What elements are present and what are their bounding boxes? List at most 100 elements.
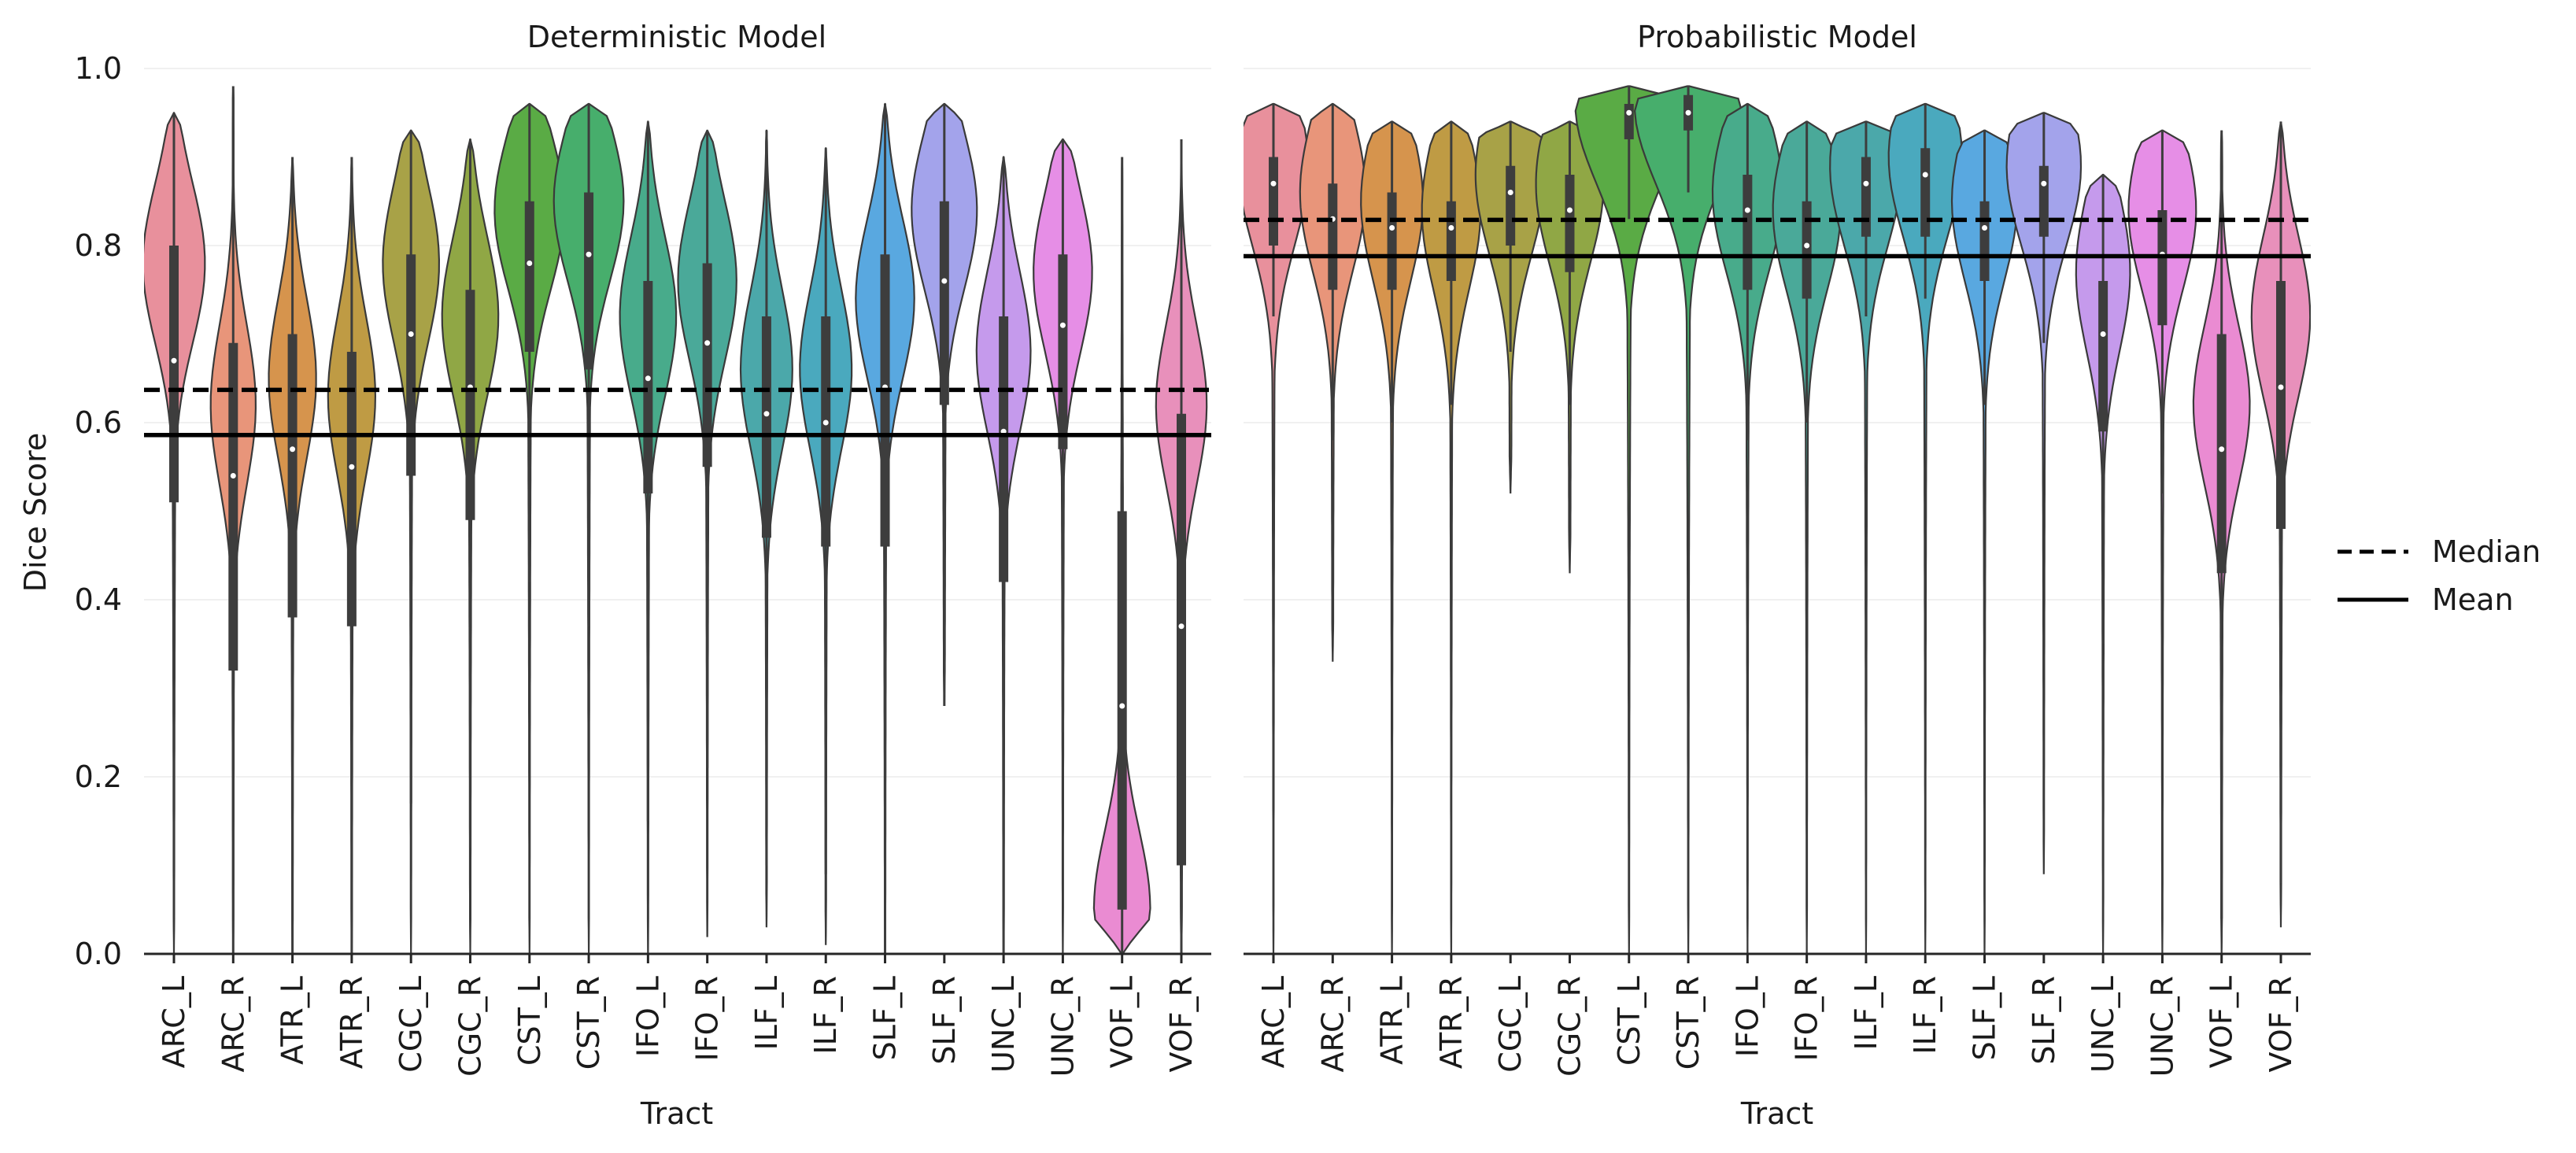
iqr-box-cst-l xyxy=(1624,104,1634,139)
median-dot-vof-r xyxy=(1178,623,1185,630)
median-dot-arc-r xyxy=(230,473,236,479)
median-dot-ilf-l xyxy=(763,411,770,417)
x-tick-label-vof-l: VOF_L xyxy=(1105,976,1140,1068)
x-tick-label-ifo-l: IFO_L xyxy=(1730,976,1765,1057)
median-dot-atr-l xyxy=(290,446,296,453)
x-tick-label-arc-r: ARC_R xyxy=(216,976,250,1072)
x-tick-label-ilf-r: ILF_R xyxy=(1908,976,1942,1055)
legend: Median Mean xyxy=(2338,534,2541,617)
x-tick-label-cgc-r: CGC_R xyxy=(1552,976,1587,1077)
x-tick-label-slf-l: SLF_L xyxy=(868,976,903,1060)
median-dot-slf-l xyxy=(1982,225,1988,231)
boxes-deterministic xyxy=(169,86,1186,954)
violin-slf-l xyxy=(1950,129,2019,955)
median-dot-ifo-l xyxy=(1744,207,1750,213)
iqr-box-cgc-r xyxy=(1565,175,1575,272)
x-tick-label-unc-r: UNC_R xyxy=(1045,976,1080,1077)
iqr-box-cgc-r xyxy=(465,290,475,520)
x-tick-label-arc-l: ARC_L xyxy=(157,976,191,1068)
x-tick-label-ifo-r: IFO_R xyxy=(1790,976,1824,1061)
violin-unc-r xyxy=(2127,129,2197,955)
iqr-box-ilf-r xyxy=(821,316,831,547)
x-tick-label-ifo-l: IFO_L xyxy=(630,976,665,1057)
x-ticks-probabilistic: ARC_L ARC_R ATR_L ATR_R CGC_L CGC_R CST_L CST_R… xyxy=(1256,954,2298,1077)
x-tick-label-unc-l: UNC_L xyxy=(2086,976,2120,1073)
iqr-box-slf-r xyxy=(939,201,949,405)
median-dot-ifo-r xyxy=(1804,242,1810,249)
legend-mean-label: Mean xyxy=(2432,582,2514,617)
median-dot-ifo-r xyxy=(704,340,711,346)
x-tick-label-cst-r: CST_R xyxy=(571,976,606,1070)
median-dot-cgc-l xyxy=(408,331,414,337)
median-dot-unc-r xyxy=(1059,322,1066,328)
x-tick-label-cst-l: CST_L xyxy=(1612,976,1646,1066)
median-dot-vof-l xyxy=(2219,446,2225,453)
iqr-box-atr-l xyxy=(287,334,298,618)
violins-deterministic xyxy=(144,86,1208,955)
x-tick-label-ilf-l: ILF_L xyxy=(749,976,784,1050)
iqr-box-vof-r xyxy=(1177,413,1186,866)
median-dot-ilf-r xyxy=(1922,172,1928,178)
median-dot-cgc-l xyxy=(1507,190,1513,195)
y-tick-label-0.8: 0.8 xyxy=(75,228,122,263)
x-tick-label-cgc-l: CGC_L xyxy=(394,976,428,1073)
x-ticks-deterministic: ARC_L ARC_R ATR_L ATR_R CGC_L CGC_R CST_L CST_R… xyxy=(157,954,1199,1077)
iqr-box-vof-r xyxy=(2276,281,2286,529)
median-dot-vof-r xyxy=(2278,384,2284,390)
legend-median-label: Median xyxy=(2432,534,2541,569)
x-tick-label-atr-l: ATR_L xyxy=(275,976,310,1065)
median-dot-slf-r xyxy=(941,278,948,284)
iqr-box-slf-l xyxy=(880,254,890,547)
reference-lines-deterministic xyxy=(144,387,1211,438)
y-ticks-deterministic: 0.0 0.2 0.4 0.6 0.8 1.0 xyxy=(75,51,122,971)
iqr-box-atr-r xyxy=(1446,201,1456,281)
x-tick-label-vof-r: VOF_R xyxy=(2264,976,2298,1073)
iqr-box-ifo-r xyxy=(702,263,712,467)
iqr-box-arc-r xyxy=(228,342,238,671)
x-tick-label-ilf-l: ILF_L xyxy=(1849,976,1883,1050)
x-tick-label-cgc-l: CGC_L xyxy=(1493,976,1528,1073)
y-tick-label-0.4: 0.4 xyxy=(75,582,122,617)
median-dot-cgc-r xyxy=(1566,207,1573,213)
iqr-box-ilf-l xyxy=(761,316,771,538)
iqr-box-unc-l xyxy=(2098,281,2108,432)
iqr-box-arc-l xyxy=(1269,157,1278,246)
median-dot-cst-r xyxy=(586,251,592,257)
median-dot-arc-l xyxy=(1270,180,1277,187)
y-tick-label-0.0: 0.0 xyxy=(75,937,122,971)
grid-deterministic xyxy=(144,68,1211,778)
median-dot-slf-r xyxy=(2041,180,2047,187)
panel-title-deterministic: Deterministic Model xyxy=(527,20,826,54)
x-tick-label-unc-r: UNC_R xyxy=(2145,976,2179,1077)
iqr-box-cst-l xyxy=(524,201,534,352)
y-tick-label-1.0: 1.0 xyxy=(75,51,122,86)
iqr-box-ifo-l xyxy=(1743,175,1753,290)
x-tick-label-cst-r: CST_R xyxy=(1671,976,1706,1070)
iqr-box-atr-l xyxy=(1387,192,1397,290)
x-tick-label-vof-l: VOF_L xyxy=(2205,976,2239,1068)
panel-deterministic: Deterministic Model 0.0 0.2 0.4 0.6 0.8 1.0 A… xyxy=(75,20,1211,1131)
x-tick-label-arc-r: ARC_R xyxy=(1315,976,1350,1072)
x-tick-label-cgc-r: CGC_R xyxy=(453,976,487,1077)
median-dot-atr-r xyxy=(349,464,355,470)
x-tick-label-arc-l: ARC_L xyxy=(1256,976,1291,1068)
median-dot-ilf-r xyxy=(822,419,829,426)
reference-lines-probabilistic xyxy=(1244,217,2311,259)
iqr-box-ifo-r xyxy=(1802,201,1812,299)
median-dot-cst-l xyxy=(1626,109,1632,116)
violins-probabilistic xyxy=(1244,85,2311,955)
iqr-box-atr-r xyxy=(346,352,357,626)
panel-probabilistic: Probabilistic Model ARC_L ARC_R ATR_L ATR_R… xyxy=(1244,20,2311,1131)
y-tick-label-0.6: 0.6 xyxy=(75,405,122,440)
iqr-box-ilf-r xyxy=(1920,148,1931,237)
iqr-box-slf-r xyxy=(2038,165,2049,237)
median-dot-ilf-l xyxy=(1863,180,1869,187)
median-dot-atr-l xyxy=(1389,225,1395,231)
x-axis-label-deterministic: Tract xyxy=(640,1096,713,1131)
x-tick-label-ifo-r: IFO_R xyxy=(690,976,725,1061)
median-dot-vof-l xyxy=(1119,703,1125,709)
median-dot-cst-r xyxy=(1685,109,1691,116)
x-tick-label-vof-r: VOF_R xyxy=(1164,976,1199,1073)
x-tick-label-ilf-r: ILF_R xyxy=(808,976,843,1055)
